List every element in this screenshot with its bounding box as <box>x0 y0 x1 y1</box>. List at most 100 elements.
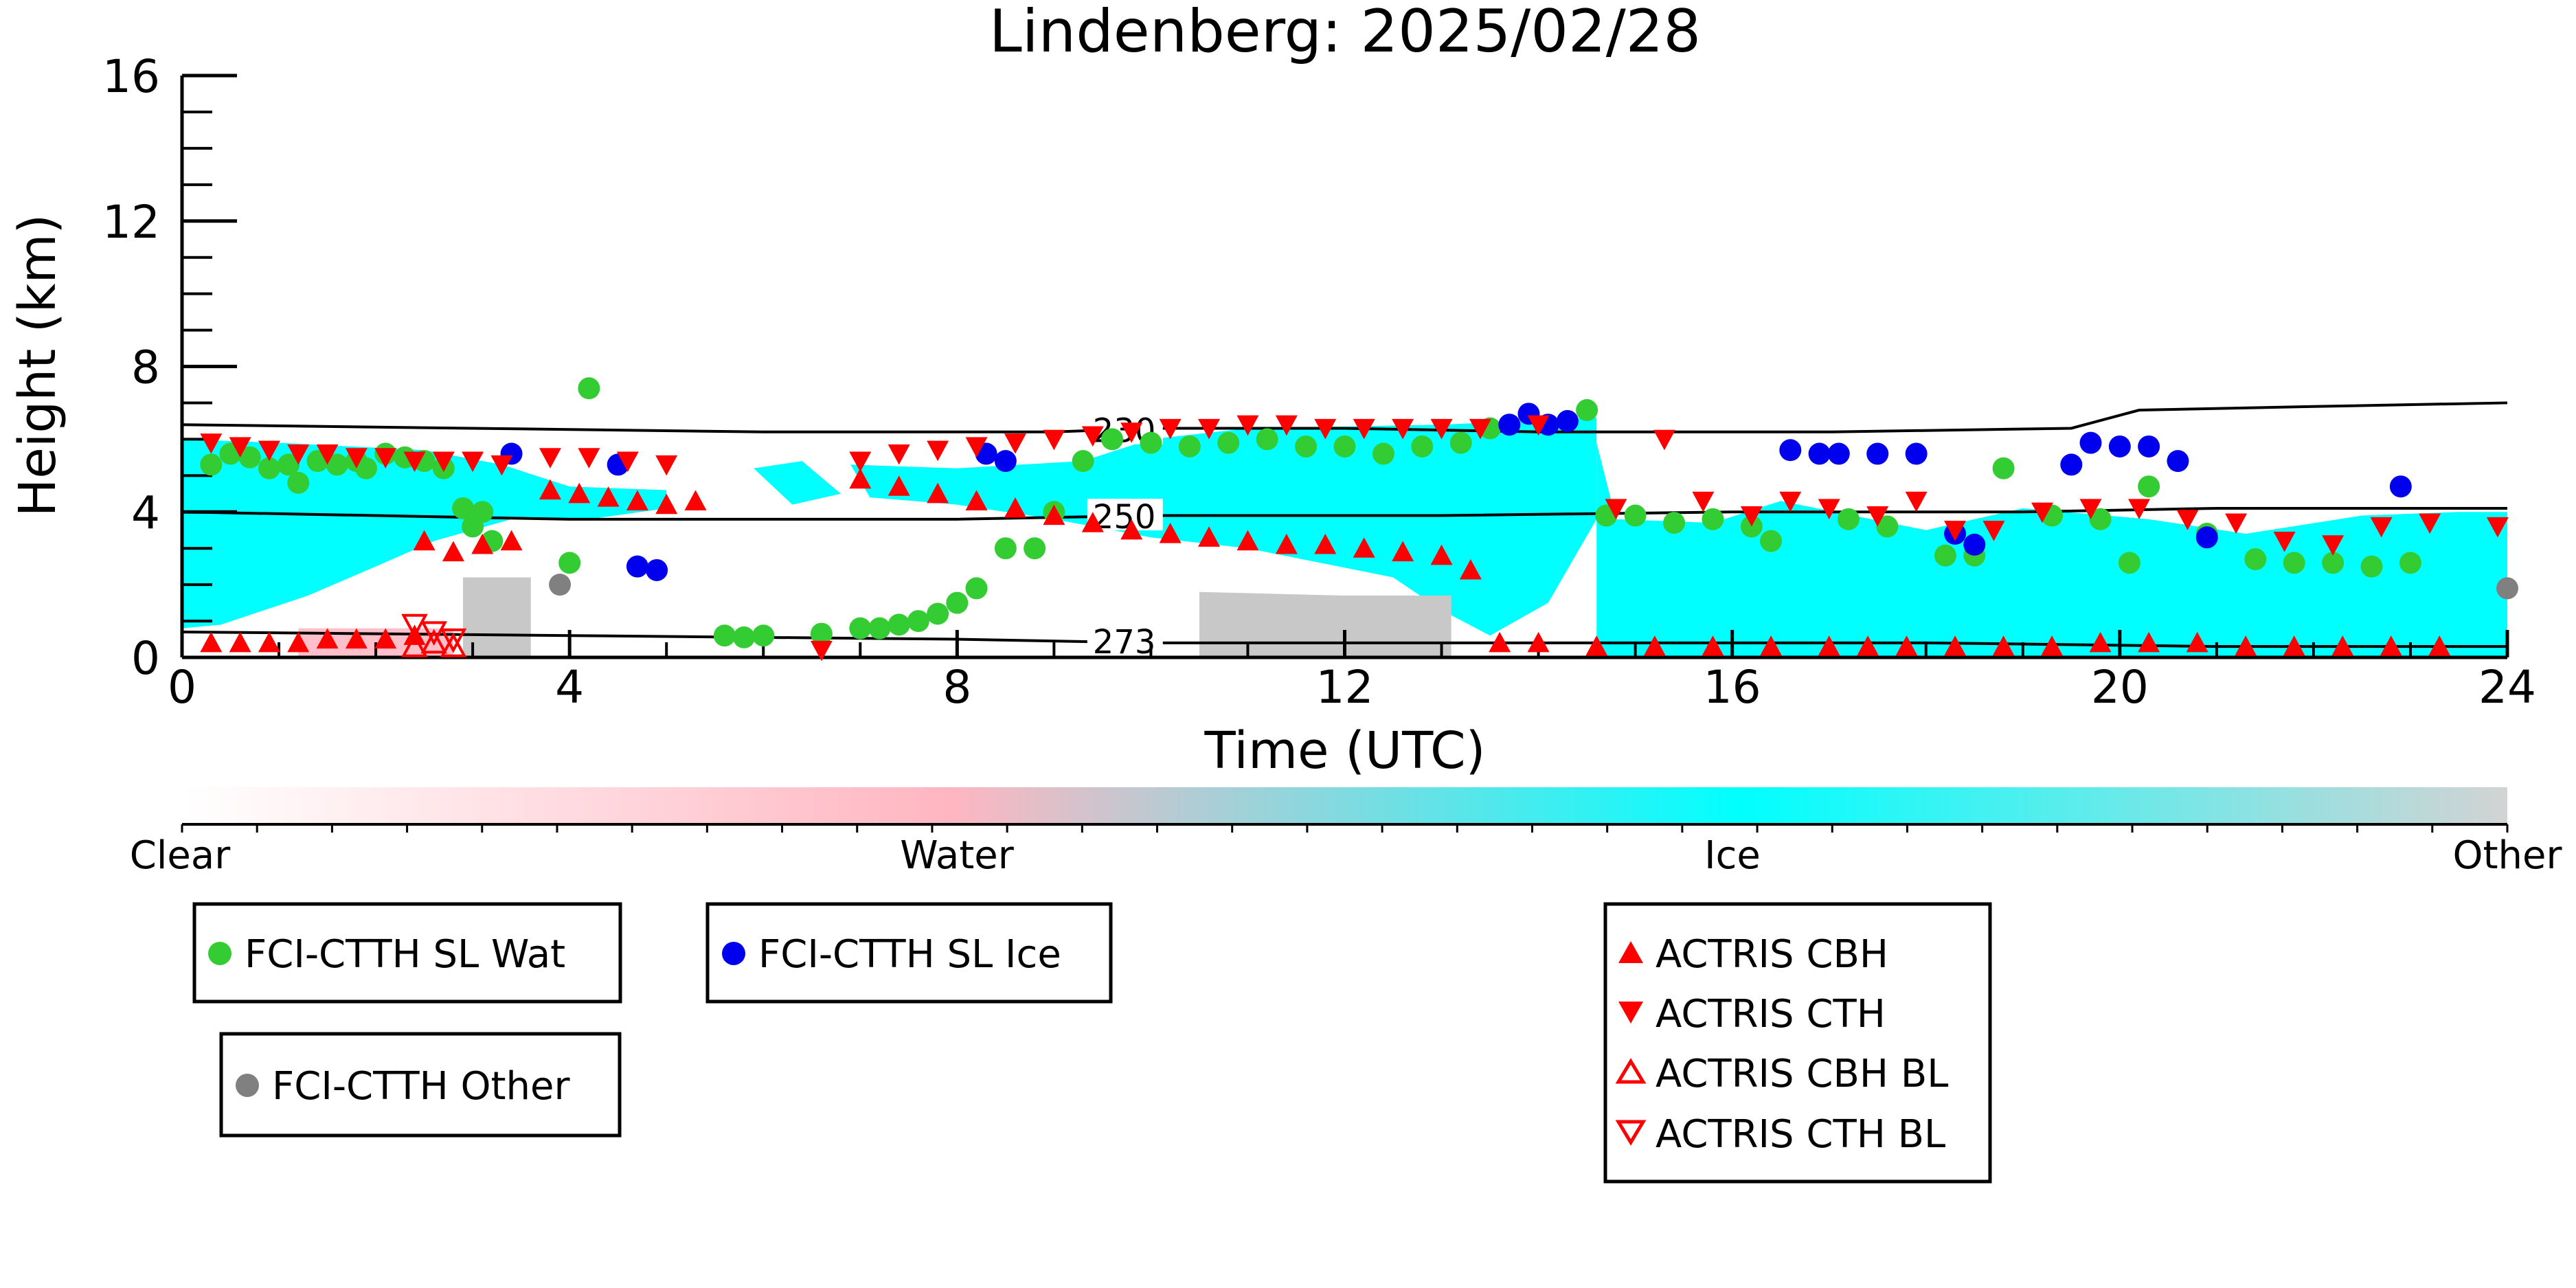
point-fci-ctth-sl-wat <box>452 497 475 519</box>
point-actris-cbh <box>1489 631 1511 653</box>
x-tick-label: 24 <box>2478 661 2536 714</box>
legend-label-cth: ACTRIS CTH <box>1656 992 1886 1037</box>
point-actris-cbh-bl <box>401 632 428 657</box>
point-actris-cbh <box>2186 631 2208 653</box>
point-actris-cbh <box>1275 533 1298 554</box>
x-tick-label: 20 <box>2091 661 2149 714</box>
isotherm-230 <box>181 401 2508 433</box>
data-points <box>200 377 2518 662</box>
chart-title: Lindenberg: 2025/02/28 <box>989 0 1701 66</box>
point-actris-cth <box>1081 426 1104 447</box>
point-fci-ctth-sl-wat <box>1101 428 1123 451</box>
point-actris-cbh <box>1585 635 1608 656</box>
point-actris-cth <box>616 451 639 473</box>
point-actris-cbh <box>1944 635 1967 656</box>
x-tick-label: 4 <box>555 661 584 714</box>
point-actris-cbh <box>287 631 310 653</box>
point-actris-cbh <box>597 486 620 507</box>
point-fci-ctth-sl-wat <box>1992 457 2015 479</box>
point-fci-ctth-sl-wat <box>927 602 949 625</box>
point-fci-ctth-sl-ice <box>994 450 1017 473</box>
cloud-region-ice <box>754 461 841 505</box>
point-actris-cbh <box>1702 635 1724 656</box>
point-actris-cth <box>2079 499 2102 519</box>
point-fci-ctth-sl-ice <box>2138 435 2160 457</box>
point-actris-cth-bl <box>420 621 448 646</box>
y-tick-label: 0 <box>131 632 160 685</box>
point-fci-ctth-sl-wat <box>1140 431 1162 454</box>
point-fci-ctth-sl-wat <box>2244 548 2267 571</box>
point-actris-cbh <box>1818 635 1840 656</box>
point-actris-cbh <box>1081 512 1104 532</box>
point-actris-cbh <box>568 482 591 504</box>
point-fci-ctth-sl-wat <box>1624 504 1647 527</box>
y-tick-label: 8 <box>131 341 160 394</box>
point-actris-cbh <box>1459 558 1482 580</box>
point-actris-cbh <box>927 482 949 504</box>
colorbar-label-other: Other <box>2452 833 2562 878</box>
point-actris-cth <box>965 437 988 457</box>
point-actris-cth <box>1527 415 1550 436</box>
point-actris-cth <box>258 440 280 462</box>
point-actris-cbh <box>200 631 223 653</box>
legend-marker-cth-bl <box>1615 1120 1647 1146</box>
point-actris-cth <box>810 640 833 662</box>
point-actris-cth <box>1004 433 1026 454</box>
point-actris-cbh <box>1430 544 1453 565</box>
point-actris-cth <box>578 448 600 468</box>
isotherm-label-273: 273 <box>1093 623 1156 662</box>
legend-label-cbh: ACTRIS CBH <box>1656 932 1888 977</box>
point-fci-ctth-sl-wat <box>946 591 969 614</box>
point-actris-cth <box>1818 499 1840 519</box>
point-actris-cbh <box>888 475 910 496</box>
point-actris-cth <box>655 455 678 476</box>
point-actris-cth <box>1120 422 1143 443</box>
point-actris-cbh <box>2331 635 2354 656</box>
point-fci-ctth-sl-wat <box>1934 544 1956 567</box>
colorbar-ticks <box>181 824 2509 833</box>
point-fci-ctth-sl-wat <box>1760 530 1783 552</box>
point-actris-cth <box>1353 418 1375 440</box>
point-actris-cbh <box>1236 530 1259 551</box>
point-actris-cth <box>1653 429 1675 451</box>
point-actris-cth <box>2370 517 2393 538</box>
point-fci-ctth-sl-ice <box>646 558 668 581</box>
point-fci-ctth-sl-wat <box>868 617 891 640</box>
point-actris-cth <box>1740 506 1763 527</box>
point-fci-ctth-sl-ice <box>2167 450 2189 473</box>
point-actris-cbh <box>345 628 368 649</box>
point-actris-cbh <box>655 493 678 515</box>
y-tick-label: 16 <box>102 50 160 103</box>
point-actris-cbh <box>1392 541 1414 562</box>
point-actris-cth <box>1430 418 1453 440</box>
point-fci-ctth-sl-ice <box>2060 453 2083 476</box>
point-fci-ctth-sl-wat <box>278 453 300 476</box>
x-tick-label: 8 <box>942 661 971 714</box>
point-actris-cbh <box>1314 533 1337 554</box>
point-fci-ctth-sl-wat <box>2283 552 2305 574</box>
point-actris-cth <box>2225 513 2248 534</box>
point-fci-ctth-sl-wat <box>733 626 756 648</box>
point-actris-cbh <box>1198 526 1221 547</box>
point-actris-cth <box>1605 499 1627 519</box>
point-actris-cth <box>2419 513 2441 534</box>
point-actris-cth-bl <box>401 613 428 639</box>
point-actris-cth <box>432 451 455 473</box>
point-actris-cth <box>374 448 397 468</box>
point-fci-ctth-sl-wat <box>578 377 600 400</box>
point-actris-cbh <box>1992 635 2015 656</box>
point-actris-cth <box>2486 517 2509 538</box>
point-actris-cbh <box>849 468 872 489</box>
point-actris-cth <box>462 451 484 473</box>
point-fci-ctth-sl-wat <box>1663 512 1686 534</box>
point-fci-ctth-sl-wat <box>354 457 377 479</box>
point-actris-cbh <box>442 541 464 562</box>
point-fci-ctth-sl-wat <box>471 501 494 523</box>
point-fci-ctth-sl-wat <box>1837 508 1860 530</box>
isotherm-250 <box>181 506 2507 521</box>
point-actris-cbh <box>1353 537 1375 558</box>
point-fci-ctth-sl-wat <box>965 577 988 600</box>
point-fci-ctth-sl-wat <box>200 453 223 476</box>
point-actris-cbh <box>2138 631 2160 653</box>
